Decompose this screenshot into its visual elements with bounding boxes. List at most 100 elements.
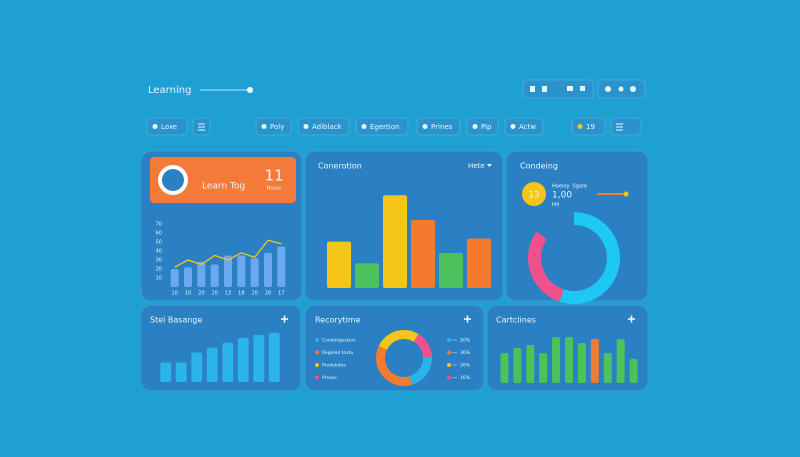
legend-label: Conduligestors (322, 338, 356, 344)
bar (250, 258, 259, 287)
value-label: 26% (460, 363, 471, 369)
button-icon (510, 124, 516, 129)
x-tick-label: 18 (238, 291, 244, 297)
button-icon (361, 124, 367, 129)
bar (277, 246, 286, 287)
bar (224, 255, 232, 287)
toolbar-button[interactable] (416, 117, 461, 136)
x-tick-label: 20 (198, 291, 204, 297)
panel (505, 150, 649, 302)
button-label[interactable]: 19 (586, 123, 595, 131)
bar (170, 269, 179, 287)
panel-title: Condeing (520, 162, 558, 171)
button-label[interactable]: Actw (519, 123, 536, 131)
toolbar: Loxe Poly Adiblack Egertion Prines Pip Actw 19 (146, 117, 642, 136)
y-tick-label: 70 (156, 222, 162, 228)
x-tick-label: 17 (278, 291, 284, 297)
button-icon (422, 124, 428, 129)
button-icon (261, 124, 267, 129)
bar (466, 238, 492, 288)
bar (253, 334, 265, 382)
legend-swatch (315, 350, 319, 355)
stat: 1,00 (552, 191, 572, 201)
banner-stat: 11 (264, 167, 283, 185)
dropdown[interactable] (463, 158, 493, 173)
icon-group[interactable] (522, 79, 594, 99)
x-tick-label: 10 (185, 291, 191, 297)
bar (616, 339, 625, 383)
toolbar-button[interactable] (146, 117, 188, 136)
button-icon (616, 123, 623, 131)
x-tick-label: 20 (251, 291, 257, 297)
panel-title: Recorytime (315, 316, 361, 325)
add-buttons[interactable] (281, 315, 635, 323)
toolbar-button[interactable] (504, 117, 544, 136)
bar (197, 261, 206, 287)
stat-label: Haeniy ·Sgore (552, 184, 587, 190)
badge-text: 13 (528, 191, 539, 201)
toolbar-button[interactable] (255, 117, 292, 136)
button-icon (152, 124, 158, 129)
y-tick-label: 30 (156, 258, 162, 264)
button-label[interactable]: Prines (431, 123, 453, 131)
x-tick-label: 13 (225, 291, 231, 297)
bar (237, 255, 246, 287)
banner-title: Learn Tog (202, 182, 245, 192)
bar (590, 339, 599, 383)
icons (530, 86, 636, 92)
x-tick-label: 20 (265, 291, 271, 297)
donut-segment (528, 231, 564, 302)
toolbar-button[interactable] (297, 117, 350, 136)
bar (410, 220, 436, 288)
bar (175, 362, 187, 382)
slider-knob[interactable] (247, 87, 253, 93)
bar (513, 348, 522, 383)
value-swatch (447, 338, 451, 342)
slider-knob[interactable] (623, 191, 629, 197)
button-label[interactable]: Loxe (161, 123, 177, 131)
bar (539, 353, 548, 383)
value-swatch (447, 350, 451, 355)
panel-title: Conerotion (318, 162, 362, 171)
bar (438, 252, 464, 288)
button-label[interactable]: Poly (270, 123, 284, 131)
donut-segment (413, 334, 432, 358)
bar (603, 353, 612, 383)
x-tick-label: 10 (171, 291, 177, 297)
button-label[interactable]: Adiblack (312, 123, 343, 131)
value-label: 16% (460, 375, 471, 381)
x-tick-label: 20 (211, 291, 217, 297)
toolbar-button[interactable] (466, 117, 499, 136)
dropdown-label[interactable]: Hete (468, 162, 485, 170)
bar (160, 362, 172, 382)
badge (522, 182, 546, 206)
legend-swatch (315, 375, 319, 380)
legend-label: Regeled textu (322, 350, 354, 356)
bar (268, 332, 280, 382)
y-tick-label: 60 (156, 231, 162, 237)
y-tick-label: 50 (156, 240, 162, 246)
value-label: 36% (460, 350, 471, 356)
button-icon (303, 124, 309, 129)
bar (354, 263, 380, 288)
bar (629, 359, 638, 383)
toolbar-button[interactable] (571, 117, 606, 136)
panel-title: Cartclines (496, 316, 536, 325)
button-icon (577, 124, 583, 129)
donut-segment (375, 345, 412, 387)
value-label: 20% (460, 338, 471, 344)
bar (382, 195, 408, 288)
toolbar-button[interactable] (610, 117, 642, 136)
toolbar-button[interactable] (355, 117, 409, 136)
bar (206, 347, 218, 382)
app-title: Learning (148, 85, 191, 96)
bar (552, 337, 561, 383)
y-tick-label: 20 (156, 267, 162, 273)
banner (150, 157, 296, 203)
value-swatch (447, 363, 451, 367)
legend-swatch (315, 363, 319, 367)
button-label[interactable]: Pip (481, 123, 492, 131)
bar (264, 252, 272, 287)
button-label[interactable]: Egertion (370, 123, 399, 131)
line (174, 239, 282, 268)
